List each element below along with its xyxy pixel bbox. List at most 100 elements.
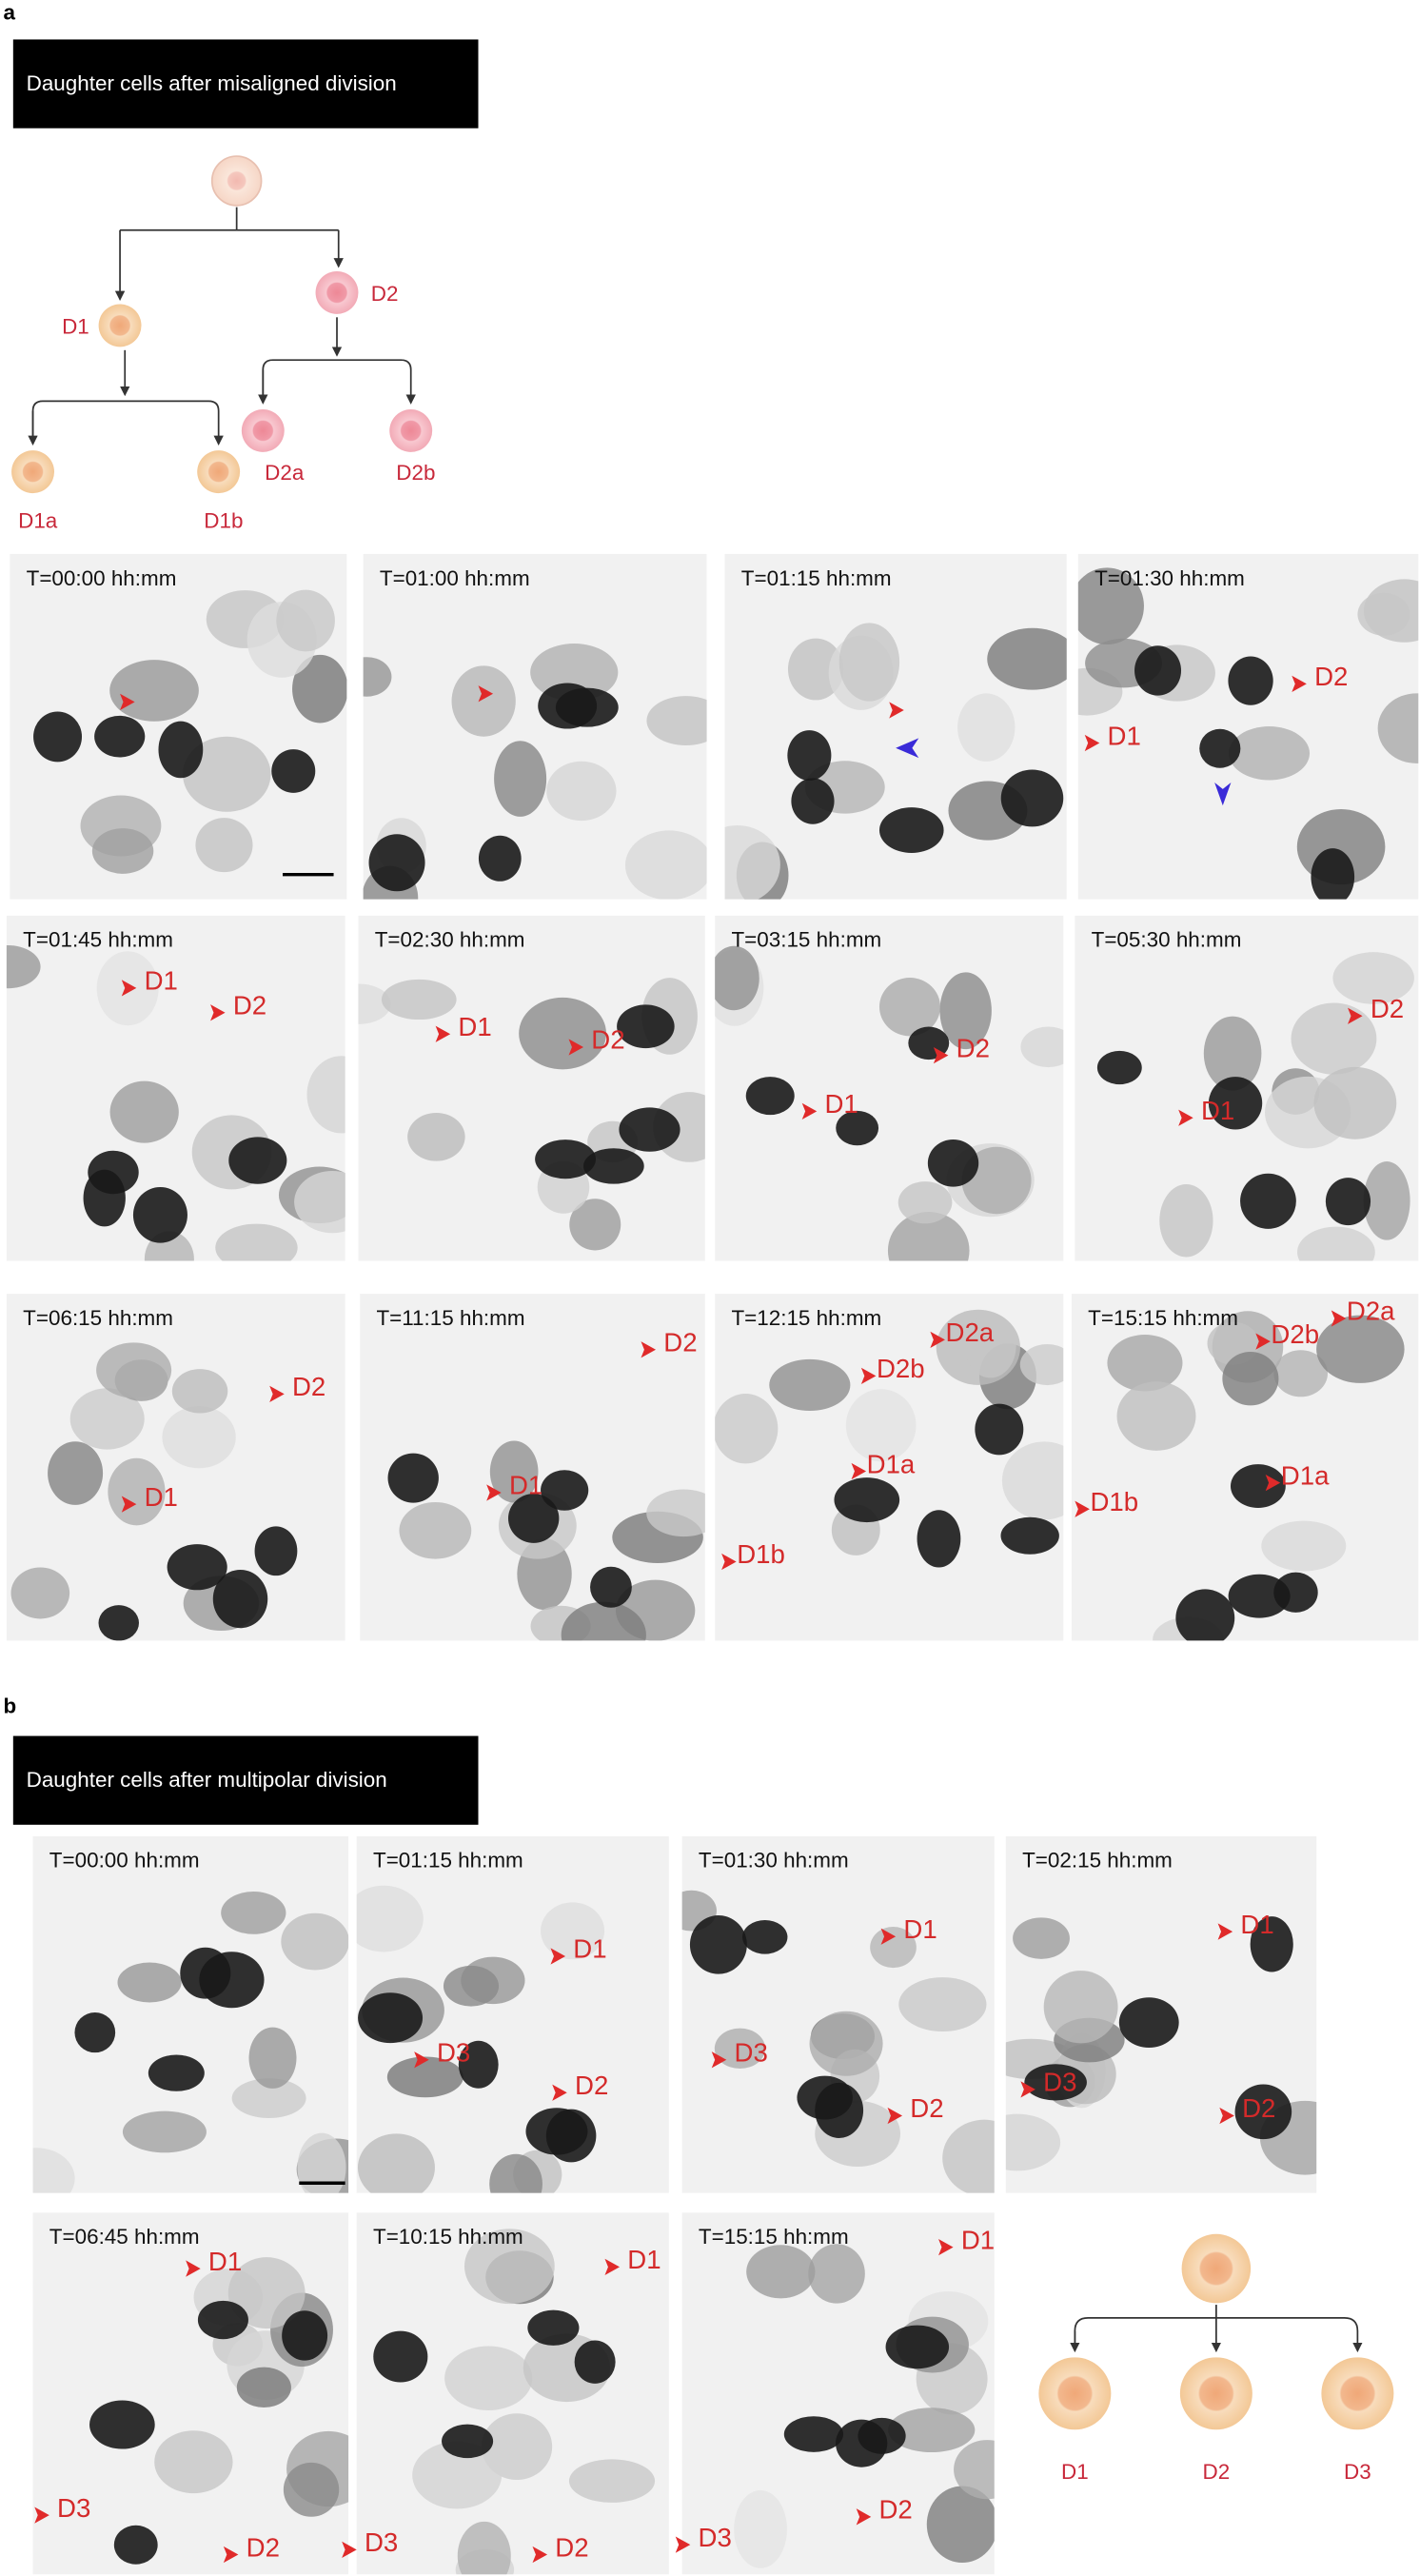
- cell-body: [386, 2056, 463, 2098]
- cell-icon: [197, 450, 241, 494]
- cell-body: [1159, 1183, 1213, 1258]
- tree-label: D1: [62, 315, 89, 339]
- cell-body: [48, 1441, 104, 1505]
- arrowhead: [121, 980, 137, 997]
- cell-body: [724, 824, 780, 900]
- timestamp: T=11:15 hh:mm: [376, 1306, 524, 1330]
- tree-label: D2: [1203, 2460, 1231, 2484]
- cell-body: [769, 1358, 851, 1412]
- nucleus: [791, 778, 835, 824]
- timestamp: T=01:15 hh:mm: [373, 1849, 523, 1873]
- nucleus: [885, 2325, 950, 2369]
- cell-body: [1019, 1344, 1064, 1386]
- micrograph: [358, 915, 705, 1261]
- cell-label: D3: [437, 2037, 470, 2067]
- cell-icon: [1181, 2233, 1252, 2304]
- cell-body: [122, 2110, 207, 2153]
- cell-label: D2a: [946, 1318, 995, 1347]
- tree-label: D3: [1344, 2460, 1371, 2484]
- nucleus: [1228, 1574, 1291, 1618]
- arrowhead: [1075, 1500, 1090, 1517]
- cell-body: [561, 1601, 646, 1641]
- nucleus: [148, 2054, 205, 2091]
- nucleus: [583, 1148, 644, 1184]
- cell-body: [957, 693, 1016, 762]
- cell-body: [358, 983, 391, 1024]
- cell-body: [1316, 1315, 1405, 1383]
- arrowhead: [121, 1496, 137, 1513]
- cell-body: [1005, 2113, 1061, 2171]
- cell-label: D1: [903, 1914, 937, 1944]
- arrowhead: [478, 685, 494, 703]
- cell-body: [1313, 1066, 1397, 1139]
- cell-body: [845, 1389, 917, 1462]
- nucleus: [94, 715, 146, 758]
- nucleus: [1000, 1516, 1059, 1555]
- arrowhead: [186, 2260, 201, 2277]
- cell-body: [787, 638, 844, 701]
- arrowhead: [568, 1039, 584, 1056]
- cell-label: D1: [824, 1089, 858, 1119]
- cell-body: [1273, 1350, 1328, 1397]
- nucleus: [74, 2011, 116, 2053]
- cell-icon: [98, 304, 142, 347]
- cell-body: [276, 589, 335, 652]
- nucleus: [368, 834, 425, 892]
- arrowhead: [1084, 734, 1100, 752]
- arrowhead: [1020, 2081, 1035, 2098]
- cell-body: [1261, 1520, 1347, 1572]
- cell-label: D3: [57, 2493, 90, 2523]
- cell-body: [457, 2521, 511, 2575]
- cell-label: D1: [145, 1482, 178, 1512]
- cell-label: D2: [663, 1327, 697, 1357]
- nucleus: [478, 835, 522, 882]
- nucleus: [132, 1186, 187, 1243]
- nucleus: [33, 711, 83, 763]
- cell-icon: [389, 408, 433, 452]
- timestamp: T=01:15 hh:mm: [741, 566, 892, 590]
- cell-label: D2: [292, 1372, 325, 1401]
- timestamp: T=05:30 hh:mm: [1092, 928, 1242, 952]
- nucleus: [373, 2330, 428, 2383]
- nucleus: [1240, 1173, 1296, 1229]
- nucleus: [834, 1477, 900, 1523]
- cell-label: D1: [458, 1012, 491, 1041]
- cell-label: D1: [145, 966, 178, 996]
- nucleus: [619, 1107, 680, 1152]
- nucleus: [836, 2419, 888, 2467]
- cell-body: [195, 818, 253, 873]
- cell-body: [248, 2027, 297, 2089]
- arrowhead: [210, 1004, 226, 1021]
- arrowhead: [933, 1047, 949, 1064]
- tree-label: D2: [371, 282, 399, 306]
- cell-body: [898, 1977, 987, 2032]
- cell-body: [939, 972, 992, 1050]
- blue-arrowhead: [896, 738, 919, 759]
- header-box: [12, 1735, 479, 1825]
- nucleus: [1228, 656, 1273, 705]
- arrowhead: [856, 2508, 872, 2526]
- nucleus: [1000, 769, 1064, 827]
- header: Daughter cells after misaligned division: [27, 71, 397, 95]
- cell-body: [1020, 1026, 1064, 1068]
- cell-label: D2: [575, 2071, 608, 2100]
- nucleus: [783, 2416, 844, 2452]
- cell-icon: [241, 408, 285, 452]
- cell-body: [1203, 1016, 1262, 1091]
- nucleus: [787, 730, 832, 781]
- cell-body: [306, 1056, 345, 1134]
- cell-label: D1: [1240, 1910, 1273, 1939]
- cell-label: D3: [699, 2523, 732, 2552]
- nucleus: [527, 2309, 580, 2346]
- cell-label: D2a: [1347, 1297, 1395, 1326]
- nucleus: [197, 2300, 248, 2340]
- header: Daughter cells after multipolar division: [27, 1768, 387, 1792]
- cell-body: [443, 1965, 500, 2007]
- nucleus: [742, 1919, 788, 1954]
- timestamp: T=02:15 hh:mm: [1022, 1849, 1173, 1873]
- cell-body: [1377, 693, 1419, 763]
- cell-body: [109, 1080, 179, 1143]
- nucleus: [358, 1992, 424, 2044]
- header-box: [12, 39, 479, 129]
